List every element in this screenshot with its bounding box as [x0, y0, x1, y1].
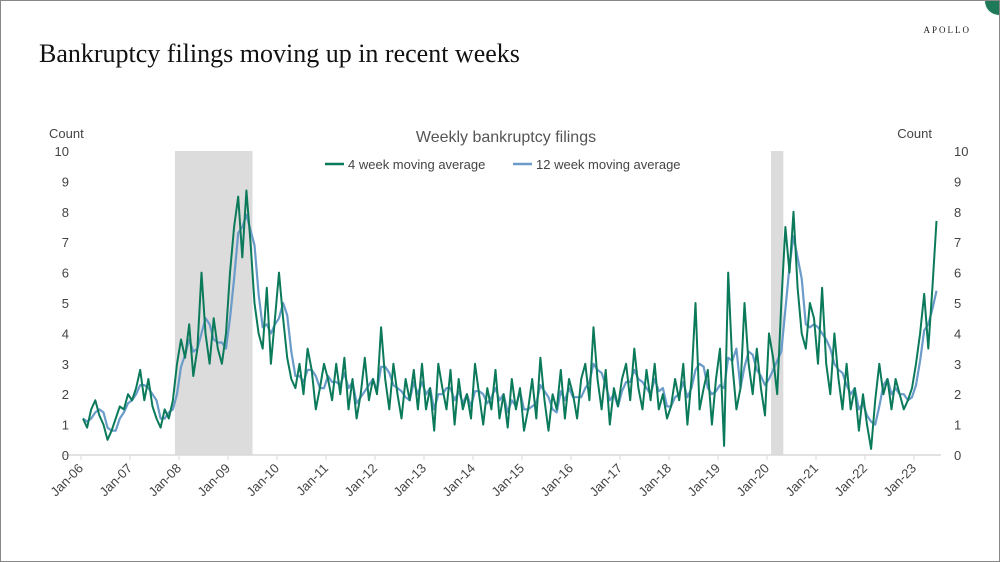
- y-tick-label-left: 8: [62, 205, 69, 220]
- y-tick-label-right: 6: [954, 266, 961, 281]
- y-tick-label-left: 10: [55, 144, 69, 159]
- x-tick-label: Jan-07: [96, 461, 135, 500]
- x-tick-label: Jan-20: [733, 461, 772, 500]
- y-tick-label-right: 8: [954, 205, 961, 220]
- x-tick-label: Jan-10: [243, 461, 282, 500]
- recession-shading: [174, 151, 784, 455]
- x-tick-label: Jan-14: [439, 461, 478, 500]
- y-tick-label-right: 3: [954, 357, 961, 372]
- y-tick-label-left: 3: [62, 357, 69, 372]
- y-tick-label-right: 2: [954, 387, 961, 402]
- x-tick-label: Jan-11: [293, 461, 331, 499]
- brand-logo: APOLLO: [923, 25, 971, 35]
- y-tick-label-left: 2: [62, 387, 69, 402]
- y-axis-label-right: Count: [897, 126, 932, 141]
- slide-title: Bankruptcy filings moving up in recent w…: [39, 39, 520, 68]
- recession-band: [771, 151, 784, 455]
- x-tick-label: Jan-19: [684, 461, 723, 500]
- y-tick-label-right: 1: [954, 418, 961, 433]
- x-tick-label: Jan-08: [145, 461, 184, 500]
- x-tick-label: Jan-06: [47, 461, 86, 500]
- y-tick-label-right: 4: [954, 326, 961, 341]
- legend: 4 week moving average 12 week moving ave…: [325, 157, 681, 172]
- y-tick-label-right: 5: [954, 296, 961, 311]
- recession-band: [174, 151, 253, 455]
- x-tick-label: Jan-15: [488, 461, 527, 500]
- x-tick-label: Jan-17: [586, 461, 625, 500]
- x-tick-label: Jan-18: [635, 461, 674, 500]
- x-tick-label: Jan-12: [341, 461, 380, 500]
- y-tick-label-right: 0: [954, 448, 961, 463]
- y-tick-label-right: 7: [954, 235, 961, 250]
- y-tick-label-left: 7: [62, 235, 69, 250]
- series-line-4-week: [82, 189, 938, 450]
- legend-label-4wk: 4 week moving average: [348, 157, 485, 172]
- y-tick-label-left: 5: [62, 296, 69, 311]
- x-tick-label: Jan-13: [390, 461, 429, 500]
- x-tick-label: Jan-22: [831, 461, 870, 500]
- y-tick-label-left: 6: [62, 266, 69, 281]
- y-tick-label-left: 0: [62, 448, 69, 463]
- legend-label-12wk: 12 week moving average: [536, 157, 681, 172]
- y-tick-label-left: 4: [62, 326, 69, 341]
- series-lines: [82, 189, 938, 450]
- y-axis-label-left: Count: [49, 126, 84, 141]
- x-tick-label: Jan-09: [194, 461, 233, 500]
- y-tick-label-left: 1: [62, 418, 69, 433]
- x-tick-label: Jan-21: [782, 461, 821, 500]
- y-tick-label-left: 9: [62, 174, 69, 189]
- chart-title: Weekly bankruptcy filings: [416, 129, 596, 146]
- x-tick-label: Jan-16: [537, 461, 576, 500]
- x-tick-label: Jan-23: [880, 461, 919, 500]
- y-tick-label-right: 10: [954, 144, 968, 159]
- y-tick-label-right: 9: [954, 174, 961, 189]
